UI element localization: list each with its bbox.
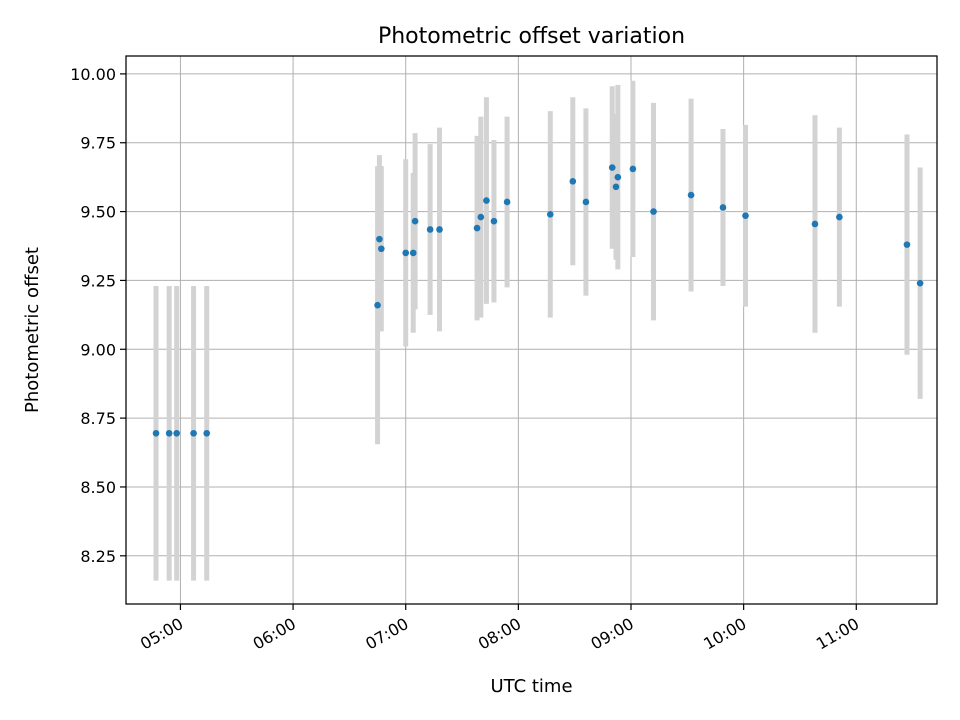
y-tick-label: 8.25	[80, 547, 116, 566]
data-point	[629, 165, 637, 173]
data-point	[650, 208, 657, 215]
y-tick-label: 10.00	[70, 65, 116, 84]
data-point	[190, 429, 197, 437]
data-point	[402, 249, 410, 257]
data-point	[152, 429, 160, 437]
data-point	[165, 429, 173, 437]
data-point	[376, 235, 383, 243]
plot-background	[126, 56, 937, 604]
data-point	[436, 226, 443, 233]
y-tick-label: 9.00	[80, 340, 116, 359]
data-point	[378, 245, 385, 253]
data-point	[490, 217, 498, 225]
data-point	[409, 249, 417, 257]
chart-title: Photometric offset variation	[378, 24, 685, 49]
data-point	[483, 197, 490, 204]
y-tick-label: 8.75	[80, 409, 116, 428]
data-markers	[152, 164, 924, 437]
data-point	[608, 164, 616, 171]
data-point	[546, 211, 554, 218]
data-point	[687, 191, 695, 199]
data-point	[477, 213, 485, 221]
data-point	[614, 173, 622, 181]
plot-frame	[125, 55, 938, 605]
data-point	[903, 241, 911, 248]
y-tick-label: 9.50	[80, 203, 116, 222]
y-axis-label: Photometric offset	[22, 247, 43, 413]
data-point	[374, 301, 381, 309]
data-point	[916, 279, 924, 287]
y-tick-label: 9.75	[80, 134, 116, 153]
y-tick-label: 8.50	[80, 478, 116, 497]
data-point	[582, 198, 590, 206]
data-point	[411, 217, 419, 225]
data-point	[173, 429, 180, 437]
data-point	[203, 429, 211, 437]
data-point	[836, 213, 843, 221]
y-axis: 8.25 8.50 8.75 9.00 9.25 9.50 9.75 10.00	[70, 65, 126, 566]
y-tick-label: 9.25	[80, 271, 116, 290]
data-point	[719, 204, 727, 211]
data-point	[742, 212, 749, 220]
data-point	[426, 226, 434, 233]
x-axis-label: UTC time	[490, 676, 572, 697]
data-point	[503, 198, 511, 206]
data-point	[612, 183, 620, 191]
data-point	[569, 177, 577, 185]
data-point	[811, 220, 819, 228]
data-point	[473, 224, 481, 232]
